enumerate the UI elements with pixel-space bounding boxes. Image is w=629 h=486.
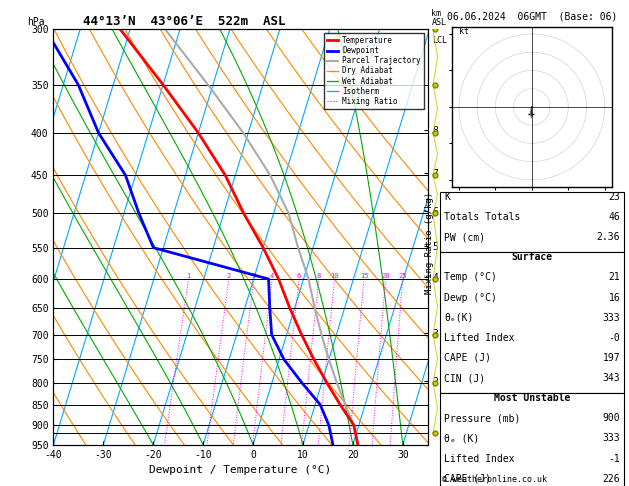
Text: 4: 4 (270, 273, 274, 279)
Text: 226: 226 (603, 474, 620, 484)
Text: 06.06.2024  06GMT  (Base: 06): 06.06.2024 06GMT (Base: 06) (447, 12, 617, 22)
Text: 16: 16 (608, 293, 620, 303)
Text: θₑ(K): θₑ(K) (444, 312, 474, 323)
Text: 10: 10 (330, 273, 339, 279)
Text: 46: 46 (608, 212, 620, 222)
Text: 333: 333 (603, 312, 620, 323)
Text: kt: kt (459, 27, 469, 36)
Text: km
ASL: km ASL (431, 9, 447, 27)
Text: 900: 900 (603, 413, 620, 423)
Text: 8: 8 (317, 273, 321, 279)
Text: Pressure (mb): Pressure (mb) (444, 413, 520, 423)
Text: 3: 3 (252, 273, 256, 279)
Text: Surface: Surface (511, 252, 553, 262)
Text: Dewp (°C): Dewp (°C) (444, 293, 497, 303)
Text: Temp (°C): Temp (°C) (444, 273, 497, 282)
Text: CAPE (J): CAPE (J) (444, 353, 491, 363)
Legend: Temperature, Dewpoint, Parcel Trajectory, Dry Adiabat, Wet Adiabat, Isotherm, Mi: Temperature, Dewpoint, Parcel Trajectory… (324, 33, 424, 109)
Text: hPa: hPa (27, 17, 45, 27)
Text: 21: 21 (608, 273, 620, 282)
Text: -0: -0 (608, 333, 620, 343)
Text: K: K (444, 192, 450, 202)
Text: 1: 1 (186, 273, 191, 279)
Text: 2.36: 2.36 (597, 232, 620, 242)
Text: 197: 197 (603, 353, 620, 363)
Text: 25: 25 (398, 273, 407, 279)
Text: -1: -1 (608, 453, 620, 464)
Text: 2: 2 (227, 273, 231, 279)
Text: Mixing Ratio (g/kg): Mixing Ratio (g/kg) (425, 192, 434, 294)
Text: © weatheronline.co.uk: © weatheronline.co.uk (442, 474, 547, 484)
X-axis label: Dewpoint / Temperature (°C): Dewpoint / Temperature (°C) (150, 465, 331, 475)
Text: CAPE (J): CAPE (J) (444, 474, 491, 484)
Bar (440, 393, 624, 486)
Text: PW (cm): PW (cm) (444, 232, 485, 242)
Text: Most Unstable: Most Unstable (494, 393, 571, 403)
Text: Totals Totals: Totals Totals (444, 212, 520, 222)
Text: 23: 23 (608, 192, 620, 202)
Text: 44°13’N  43°06’E  522m  ASL: 44°13’N 43°06’E 522m ASL (84, 15, 286, 28)
Text: 15: 15 (360, 273, 368, 279)
Text: 20: 20 (381, 273, 390, 279)
Text: θₑ (K): θₑ (K) (444, 434, 479, 443)
Text: Lifted Index: Lifted Index (444, 333, 515, 343)
Text: Lifted Index: Lifted Index (444, 453, 515, 464)
Text: LCL: LCL (432, 36, 447, 45)
Bar (440, 192, 624, 252)
Text: CIN (J): CIN (J) (444, 373, 485, 383)
Text: 343: 343 (603, 373, 620, 383)
Bar (440, 252, 624, 393)
Text: 333: 333 (603, 434, 620, 443)
Text: 6: 6 (297, 273, 301, 279)
